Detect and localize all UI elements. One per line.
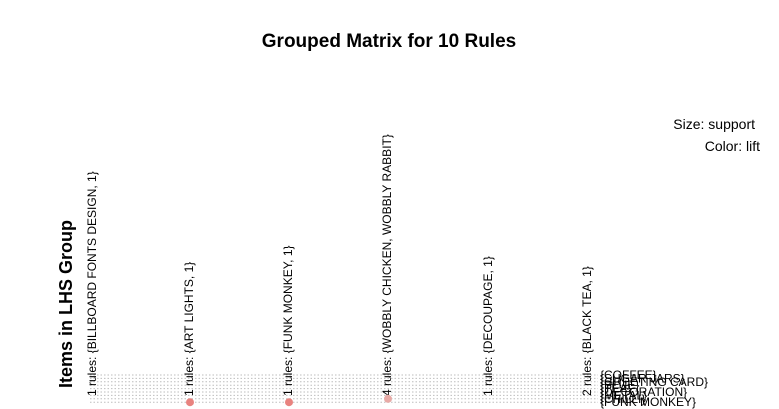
rhs-item-label: {COFFEE} xyxy=(600,368,657,382)
rhs-item-label: {SUGAR JARS} xyxy=(600,371,685,385)
chart-title: Grouped Matrix for 10 Rules xyxy=(262,31,516,52)
lhs-group-label: 2 rules: {BLACK TEA, 1} xyxy=(580,266,594,396)
rhs-item-label: {BLUE} xyxy=(600,378,639,392)
lhs-group-label: 4 rules: {WOBBLY CHICKEN, WOBBLY RABBIT} xyxy=(380,134,394,396)
y-axis-label: Items in LHS Group xyxy=(56,220,76,388)
lhs-group-label: 1 rules: {DECOUPAGE, 1} xyxy=(481,256,495,396)
rhs-item-label: {DECORATION} xyxy=(600,385,687,399)
legend-color-label: Color: lift xyxy=(705,138,760,154)
lhs-group-labels: 1 rules: {BILLBOARD FONTS DESIGN, 1} 1 ru… xyxy=(85,134,594,396)
legend-size-label: Size: support xyxy=(673,116,755,132)
rhs-item-label: {FUNK MONKEY} xyxy=(600,395,696,409)
rule-point xyxy=(384,394,392,403)
lhs-group-label: 1 rules: {BILLBOARD FONTS DESIGN, 1} xyxy=(85,171,99,396)
rule-point xyxy=(285,398,293,407)
rhs-item-labels: {COFFEE}{SUGAR JARS}{GREETING CARD}{BLUE… xyxy=(600,368,708,409)
lhs-group-label: 1 rules: {FUNK MONKEY, 1} xyxy=(281,245,295,396)
rhs-item-label: {GREETING CARD} xyxy=(600,375,708,389)
rhs-item-label: {METAL} xyxy=(600,388,647,402)
rhs-item-label: {CHILLI} xyxy=(600,392,645,406)
lhs-group-label: 1 rules: {ART LIGHTS, 1} xyxy=(182,262,196,396)
rule-point xyxy=(186,398,194,407)
grid-lines xyxy=(90,374,598,403)
rule-points xyxy=(186,394,392,407)
rhs-item-label: {TEA} xyxy=(600,382,631,396)
